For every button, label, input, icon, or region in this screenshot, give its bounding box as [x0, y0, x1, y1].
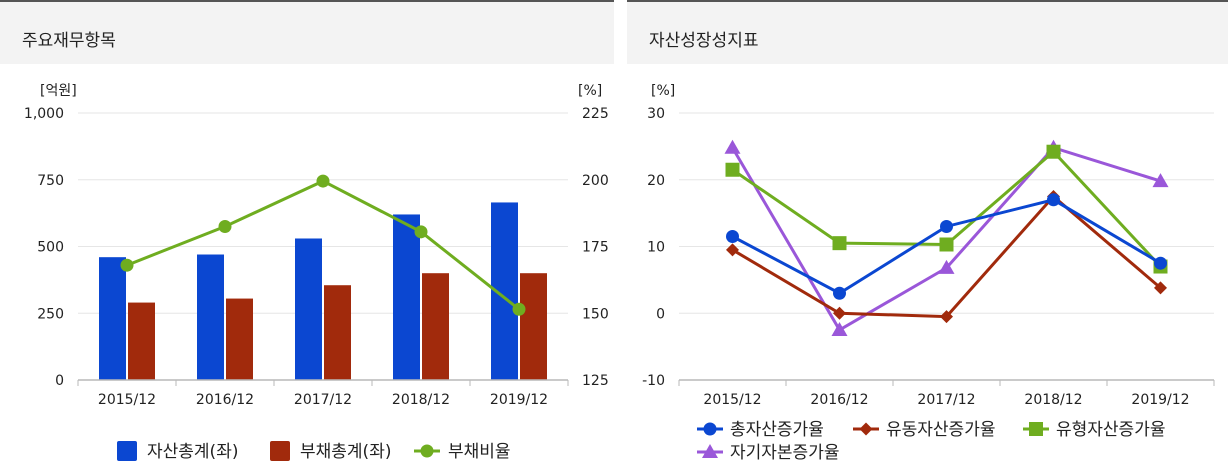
bar-total-assets [393, 214, 420, 380]
legend-equity-growth-label: 자기자본증가율 [730, 443, 839, 463]
debt-ratio-point [512, 302, 526, 316]
bar-total-liabilities [226, 298, 253, 380]
x-tick-label: 2017/12 [917, 392, 975, 408]
debt-ratio-point [120, 258, 134, 272]
current-asset-growth-point [726, 243, 739, 257]
equity-growth-point [938, 259, 955, 274]
total-asset-growth-point [940, 219, 953, 233]
y-right-tick-label: 125 [582, 373, 609, 389]
legend-tangible-asset-growth-label: 유형자산증가율 [1056, 420, 1165, 440]
legend-total-asset-growth-label: 총자산증가율 [730, 420, 824, 440]
bar-total-assets [295, 238, 322, 380]
y-left-tick-label: 0 [55, 373, 64, 389]
debt-ratio-point [218, 219, 232, 233]
x-tick-label: 2016/12 [810, 392, 868, 408]
debt-ratio-point [316, 174, 330, 188]
left-panel-header: 주요재무항목 [0, 0, 614, 64]
y-left-tick-label: 500 [37, 240, 64, 256]
asset-growth-chart: -10 0 10 20 30 [%] 2015/12 2016/12 2017/12 2018/1… [642, 83, 1215, 463]
y-tick-label: 30 [647, 106, 665, 122]
x-tick-label: 2018/12 [392, 392, 450, 408]
total-asset-growth-point [833, 286, 846, 300]
y-tick-label: 10 [647, 240, 665, 256]
x-tick-label: 2019/12 [490, 392, 548, 408]
y-left-tick-label: 1,000 [24, 106, 64, 122]
bar-total-liabilities [324, 285, 351, 380]
legend-equity-growth-swatch-marker [702, 444, 718, 458]
y-right-unit-label: [%] [578, 83, 602, 99]
x-tick-label: 2016/12 [196, 392, 254, 408]
legend-debt-ratio-swatch-marker [420, 444, 434, 458]
equity-growth-point [724, 139, 741, 154]
bar-total-liabilities [520, 273, 547, 380]
bar-total-liabilities [128, 302, 155, 380]
y-tick-label: 0 [656, 306, 665, 322]
legend-total-assets-swatch [117, 441, 137, 461]
right-panel: 자산성장성지표 -10 0 10 20 30 [%] 2015/12 2016/12 2017/… [627, 0, 1228, 466]
current-asset-growth-point [833, 306, 846, 320]
financial-items-chart: 0 250 500 750 1,000 125 150 175 200 225 [억원] [%] 201… [24, 83, 609, 462]
legend-total-liabilities-label: 부채총계(좌) [300, 442, 391, 462]
y-left-tick-label: 750 [37, 173, 64, 189]
y-right-tick-label: 225 [582, 106, 609, 122]
right-panel-header: 자산성장성지표 [627, 0, 1228, 64]
left-panel-title: 주요재무항목 [22, 31, 116, 51]
legend-tangible-asset-growth-swatch-marker [1029, 422, 1043, 436]
legend-debt-ratio-label: 부채비율 [448, 442, 511, 462]
equity-growth-point [831, 321, 848, 336]
debt-ratio-line [126, 179, 520, 311]
tangible-asset-growth-point [725, 162, 740, 177]
x-tick-label: 2017/12 [294, 392, 352, 408]
x-tick-label: 2015/12 [98, 392, 156, 408]
y-unit-label: [%] [651, 83, 675, 99]
x-tick-label: 2019/12 [1131, 392, 1189, 408]
bar-total-liabilities [422, 273, 449, 380]
bar-total-assets [99, 257, 126, 380]
tangible-asset-growth-point [939, 237, 954, 252]
current-asset-growth-point [1154, 281, 1167, 295]
y-right-tick-label: 175 [582, 240, 609, 256]
y-left-unit-label: [억원] [40, 83, 77, 99]
x-tick-label: 2015/12 [703, 392, 761, 408]
x-tick-label: 2018/12 [1024, 392, 1082, 408]
right-panel-title: 자산성장성지표 [649, 31, 759, 51]
current-asset-growth-point [940, 310, 953, 324]
left-panel: 주요재무항목 0 250 500 750 1,000 125 150 175 200 225 [억원… [0, 0, 614, 462]
legend-total-liabilities-swatch [270, 441, 290, 461]
y-right-tick-label: 150 [582, 306, 609, 322]
total-asset-growth-point [1154, 256, 1167, 270]
legend-total-asset-growth-swatch-marker [703, 422, 717, 436]
legend-current-asset-growth-swatch-marker [859, 422, 873, 436]
y-right-tick-label: 200 [582, 173, 609, 189]
debt-ratio-point [414, 225, 428, 239]
bar-total-assets [197, 254, 224, 380]
tangible-asset-growth-point [1046, 144, 1061, 159]
legend-total-assets-label: 자산총계(좌) [147, 442, 238, 462]
legend-current-asset-growth-label: 유동자산증가율 [886, 420, 995, 440]
y-tick-label: 20 [647, 173, 665, 189]
y-tick-label: -10 [642, 373, 665, 389]
total-asset-growth-point [726, 229, 739, 243]
equity-growth-point [1152, 173, 1169, 188]
total-asset-growth-point [1047, 193, 1060, 207]
y-left-tick-label: 250 [37, 306, 64, 322]
tangible-asset-growth-point [832, 236, 847, 251]
